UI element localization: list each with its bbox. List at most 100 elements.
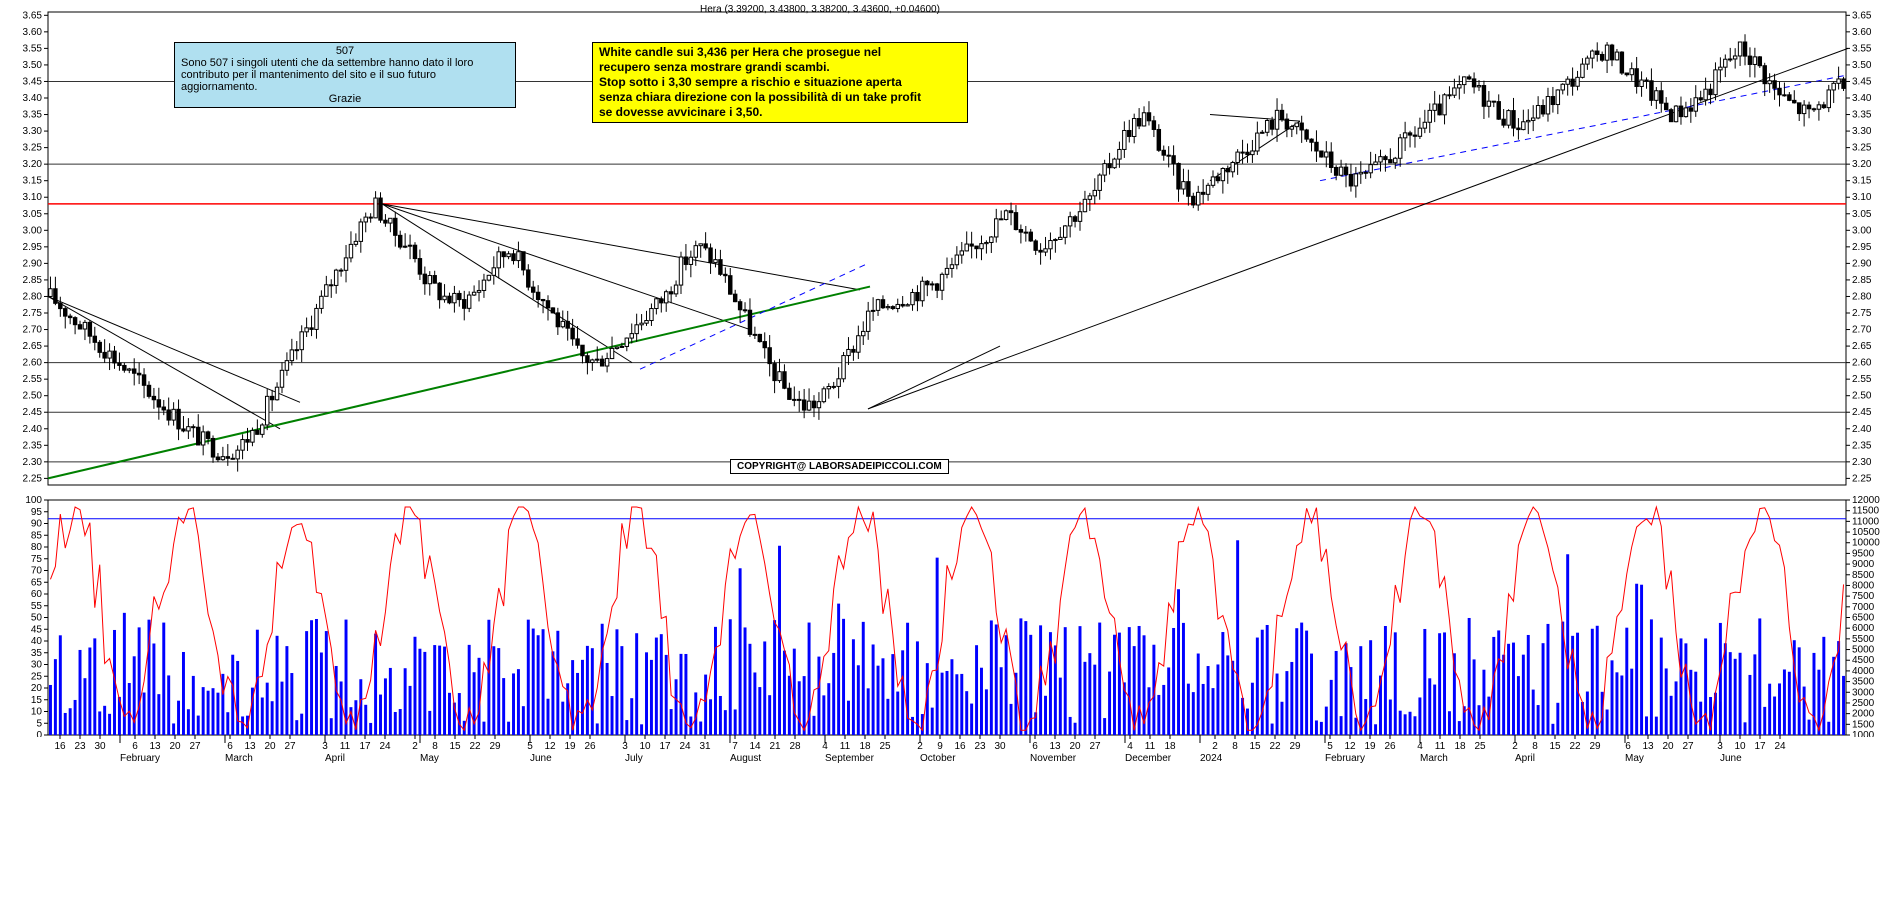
svg-text:13: 13 xyxy=(1049,741,1061,752)
svg-text:May: May xyxy=(420,753,439,764)
svg-text:24: 24 xyxy=(1774,741,1786,752)
svg-text:11000: 11000 xyxy=(1852,516,1880,527)
svg-text:5000: 5000 xyxy=(1852,645,1875,656)
svg-text:85: 85 xyxy=(31,530,43,541)
svg-text:7500: 7500 xyxy=(1852,591,1875,602)
info-box: 507 Sono 507 i singoli utenti che da set… xyxy=(174,42,516,108)
svg-text:3000: 3000 xyxy=(1852,687,1875,698)
svg-text:August: August xyxy=(730,753,761,764)
svg-text:14: 14 xyxy=(749,741,761,752)
svg-text:18: 18 xyxy=(859,741,871,752)
svg-text:April: April xyxy=(1515,753,1535,764)
svg-text:March: March xyxy=(225,753,253,764)
svg-text:27: 27 xyxy=(1682,741,1694,752)
svg-text:11: 11 xyxy=(340,741,351,752)
svg-text:6500: 6500 xyxy=(1852,613,1875,624)
svg-text:29: 29 xyxy=(1589,741,1601,752)
svg-text:70: 70 xyxy=(31,566,43,577)
svg-text:27: 27 xyxy=(1089,741,1101,752)
info-box-footer: Grazie xyxy=(181,93,509,105)
svg-text:13: 13 xyxy=(1642,741,1654,752)
svg-text:29: 29 xyxy=(489,741,501,752)
svg-text:25: 25 xyxy=(1474,741,1486,752)
svg-text:5: 5 xyxy=(36,718,42,729)
svg-text:March: March xyxy=(1420,753,1448,764)
svg-text:11: 11 xyxy=(840,741,851,752)
svg-text:65: 65 xyxy=(31,577,43,588)
svg-text:10500: 10500 xyxy=(1852,527,1880,538)
svg-text:20: 20 xyxy=(264,741,276,752)
svg-text:9: 9 xyxy=(937,741,943,752)
svg-text:1500: 1500 xyxy=(1852,719,1875,730)
svg-text:6: 6 xyxy=(132,741,138,752)
svg-text:16: 16 xyxy=(54,741,66,752)
svg-text:80: 80 xyxy=(31,542,43,553)
svg-text:60: 60 xyxy=(31,589,43,600)
svg-text:15: 15 xyxy=(31,695,43,706)
svg-text:35: 35 xyxy=(31,648,43,659)
svg-text:6: 6 xyxy=(227,741,233,752)
svg-text:6: 6 xyxy=(1625,741,1631,752)
svg-text:May: May xyxy=(1625,753,1644,764)
svg-text:2: 2 xyxy=(412,741,418,752)
svg-text:February: February xyxy=(1325,753,1365,764)
svg-text:20: 20 xyxy=(169,741,181,752)
svg-text:17: 17 xyxy=(659,741,671,752)
svg-text:27: 27 xyxy=(284,741,296,752)
svg-text:7: 7 xyxy=(732,741,738,752)
svg-text:19: 19 xyxy=(564,741,576,752)
svg-text:20: 20 xyxy=(31,683,43,694)
svg-text:June: June xyxy=(1720,753,1742,764)
svg-text:4: 4 xyxy=(1127,741,1133,752)
svg-text:21: 21 xyxy=(769,741,781,752)
svg-text:November: November xyxy=(1030,753,1077,764)
copyright-label: COPYRIGHT@ LABORSADEIPICCOLI.COM xyxy=(730,459,949,474)
svg-text:February: February xyxy=(120,753,160,764)
svg-text:22: 22 xyxy=(469,741,481,752)
svg-text:18: 18 xyxy=(1164,741,1176,752)
svg-text:11: 11 xyxy=(1435,741,1446,752)
svg-text:18: 18 xyxy=(1454,741,1466,752)
svg-text:2000: 2000 xyxy=(1852,709,1875,720)
svg-text:30: 30 xyxy=(994,741,1006,752)
svg-text:8: 8 xyxy=(432,741,438,752)
svg-text:25: 25 xyxy=(31,671,43,682)
svg-text:12: 12 xyxy=(544,741,556,752)
svg-text:20: 20 xyxy=(1662,741,1674,752)
svg-text:4000: 4000 xyxy=(1852,666,1875,677)
svg-text:20: 20 xyxy=(1069,741,1081,752)
svg-text:6: 6 xyxy=(1032,741,1038,752)
svg-text:29: 29 xyxy=(1289,741,1301,752)
svg-text:10000: 10000 xyxy=(1852,538,1880,549)
svg-text:50: 50 xyxy=(31,613,43,624)
svg-text:17: 17 xyxy=(359,741,371,752)
x-axis: 1623306132027613202731117242815222951219… xyxy=(0,735,1890,775)
svg-text:6000: 6000 xyxy=(1852,623,1875,634)
svg-text:8000: 8000 xyxy=(1852,580,1875,591)
svg-text:25: 25 xyxy=(879,741,891,752)
svg-text:28: 28 xyxy=(789,741,801,752)
info-box-body: Sono 507 i singoli utenti che da settemb… xyxy=(181,57,509,93)
svg-text:13: 13 xyxy=(244,741,256,752)
commentary-box: White candle sui 3,436 per Hera che pros… xyxy=(592,42,968,123)
svg-text:26: 26 xyxy=(584,741,596,752)
svg-text:22: 22 xyxy=(1269,741,1281,752)
svg-text:95: 95 xyxy=(31,507,43,518)
svg-text:September: September xyxy=(825,753,875,764)
svg-text:24: 24 xyxy=(679,741,691,752)
svg-text:7000: 7000 xyxy=(1852,602,1875,613)
svg-text:4500: 4500 xyxy=(1852,655,1875,666)
svg-text:8: 8 xyxy=(1532,741,1538,752)
svg-text:9500: 9500 xyxy=(1852,548,1875,559)
svg-text:December: December xyxy=(1125,753,1172,764)
svg-text:30: 30 xyxy=(94,741,106,752)
svg-text:24: 24 xyxy=(379,741,391,752)
svg-text:8: 8 xyxy=(1232,741,1238,752)
svg-text:2500: 2500 xyxy=(1852,698,1875,709)
svg-text:10: 10 xyxy=(1734,741,1746,752)
svg-text:55: 55 xyxy=(31,601,43,612)
svg-text:11: 11 xyxy=(1145,741,1156,752)
svg-text:15: 15 xyxy=(1249,741,1261,752)
svg-text:90: 90 xyxy=(31,519,43,530)
svg-text:27: 27 xyxy=(189,741,201,752)
